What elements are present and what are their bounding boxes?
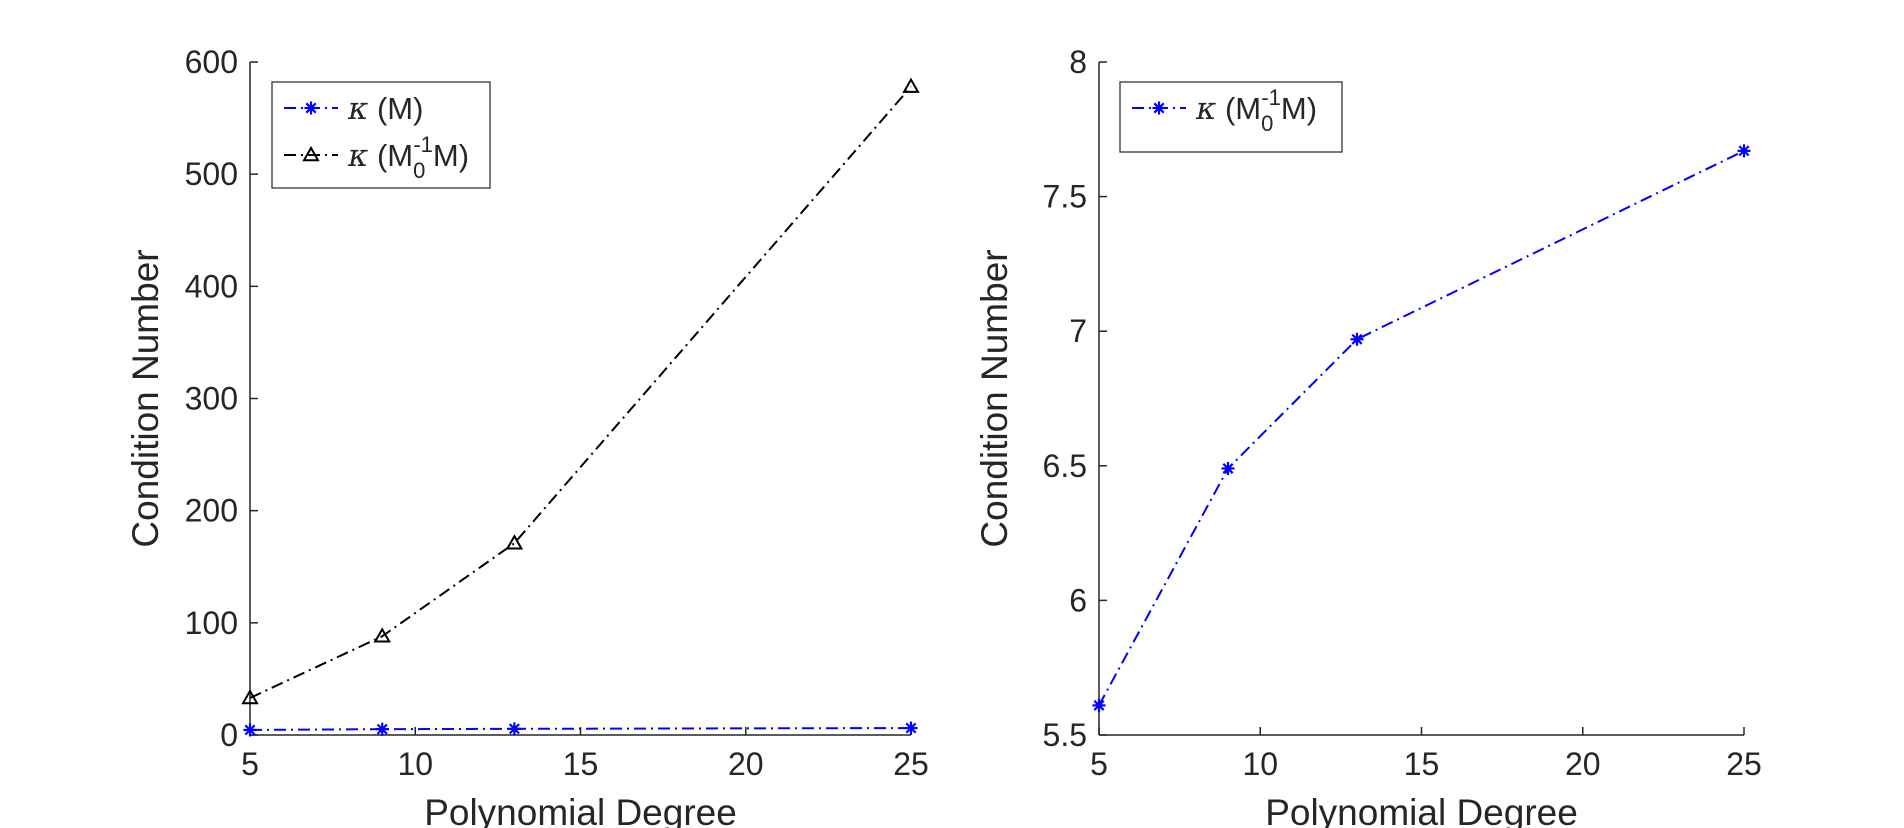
left-series-0-point	[243, 723, 257, 737]
right-series-0-point	[1350, 332, 1364, 346]
right-x-axis-label: Polynomial Degree	[1265, 792, 1578, 828]
right-y-tick-label: 7	[1069, 313, 1087, 349]
left-y-tick-label: 0	[220, 717, 238, 753]
right-series-0-point	[1092, 698, 1106, 712]
left-y-tick-label: 400	[185, 268, 238, 304]
right-y-tick-label: 6.5	[1043, 448, 1087, 484]
right-x-tick-label: 5	[1090, 746, 1108, 782]
right-y-tick-label: 5.5	[1043, 717, 1087, 753]
left-x-tick-label: 25	[893, 746, 929, 782]
right-x-tick-label: 25	[1726, 746, 1762, 782]
left-y-tick-label: 100	[185, 605, 238, 641]
left-series-0-line	[249, 727, 912, 731]
right-x-tick-label: 20	[1565, 746, 1601, 782]
left-legend-box	[271, 81, 491, 189]
left-series-1-line	[249, 86, 912, 699]
left-legend: κ (M) κ (M0-1M)	[271, 81, 491, 189]
right-series-0-point	[1737, 144, 1751, 158]
left-chart: 5 10 15 20 25 0 100 200 300 400 500 600 Polynomial D…	[125, 44, 929, 828]
left-legend-marker-1	[302, 145, 320, 162]
right-legend: κ (M0-1M)	[1119, 81, 1343, 153]
left-x-tick-label: 20	[728, 746, 764, 782]
right-legend-marker-0	[1152, 101, 1166, 115]
left-y-tick-label: 500	[185, 156, 238, 192]
left-y-tick-label: 600	[185, 44, 238, 80]
left-legend-label-0: κ (M)	[347, 91, 423, 127]
right-legend-label-0: κ (M0-1M)	[1195, 85, 1317, 136]
left-series-0-point	[507, 722, 521, 736]
left-x-axis-label: Polynomial Degree	[424, 792, 737, 828]
left-legend-marker-0	[304, 101, 318, 115]
right-y-axis-label: Condition Number	[974, 249, 1015, 547]
left-series-0-point	[375, 722, 389, 736]
left-legend-label-1: κ (M0-1M)	[347, 132, 469, 183]
left-y-axis-label: Condition Number	[125, 249, 166, 547]
right-x-tick-label: 15	[1404, 746, 1440, 782]
left-series-1-point	[505, 534, 524, 550]
left-x-tick-label: 15	[563, 746, 599, 782]
left-series-1-point	[241, 688, 259, 705]
left-series-1-point	[902, 77, 920, 93]
right-x-tick-label: 10	[1242, 746, 1278, 782]
right-y-tick-label: 7.5	[1043, 179, 1087, 215]
right-legend-box	[1119, 81, 1343, 153]
left-x-tick-label: 5	[241, 746, 259, 782]
left-series-1-point	[373, 627, 391, 643]
right-y-tick-label: 8	[1069, 44, 1087, 80]
right-series-0-line	[1098, 149, 1745, 706]
left-y-tick-label: 200	[185, 493, 238, 529]
right-chart: 5 10 15 20 25 5.5 6 6.5 7 7.5 8 Polynomial Degree Co…	[974, 44, 1762, 828]
right-y-tick-label: 6	[1069, 582, 1087, 618]
left-y-tick-label: 300	[185, 381, 238, 417]
left-series-0-point	[904, 721, 918, 735]
right-series-0-point	[1221, 461, 1235, 475]
left-x-tick-label: 10	[397, 746, 433, 782]
